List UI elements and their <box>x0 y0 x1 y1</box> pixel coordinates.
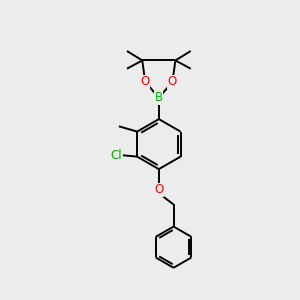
Text: O: O <box>168 75 177 88</box>
Text: B: B <box>155 92 163 104</box>
Text: Cl: Cl <box>111 149 122 162</box>
Text: O: O <box>154 183 164 196</box>
Text: O: O <box>141 75 150 88</box>
